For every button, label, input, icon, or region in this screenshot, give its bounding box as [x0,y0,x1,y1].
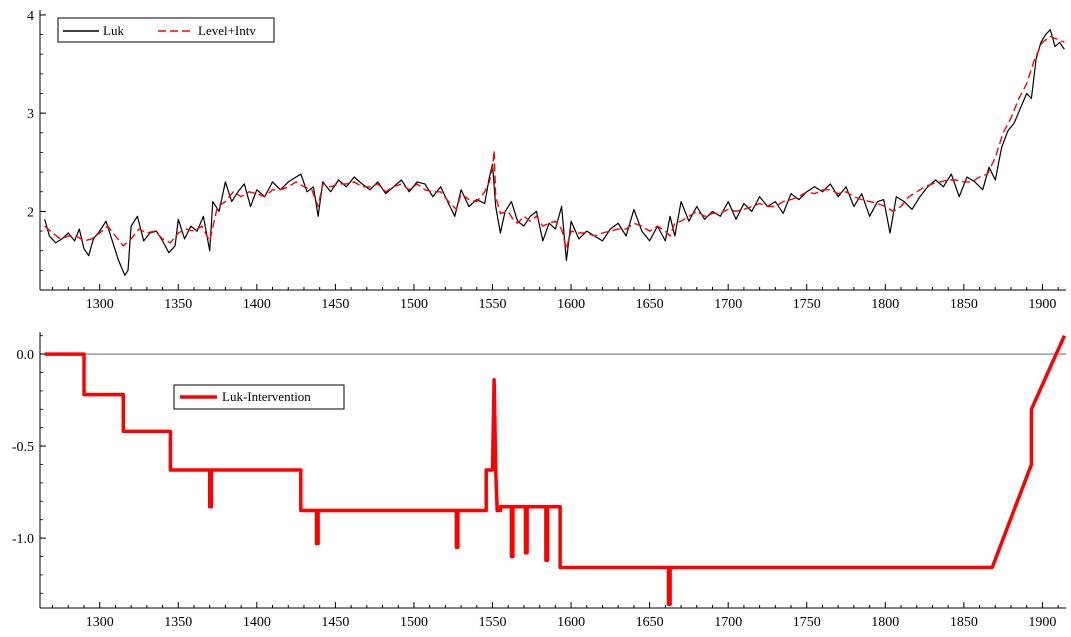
legend-box [57,17,275,43]
y-tick-label: -0.5 [12,440,34,455]
legend: Luk-Intervention [173,384,345,410]
legend-label: Luk [103,23,124,38]
x-tick-label: 1300 [86,615,114,630]
x-tick-label: 1800 [871,615,899,630]
x-tick-label: 1550 [479,615,507,630]
x-tick-label: 1650 [636,615,664,630]
legend-label: Level+Intv [198,23,256,38]
top-panel: 1300 1350 1400 1450 1500 1550 1600 1650 1700 1750… [27,9,1066,312]
y-tick-label: 2 [27,205,34,220]
x-tick-label: 1800 [871,297,899,312]
x-tick-label: 1600 [557,615,585,630]
x-tick-label: 1500 [400,297,428,312]
y-tick-label: -1.0 [12,532,34,547]
x-tick-label: 1350 [164,615,192,630]
x-tick-label: 1750 [793,297,821,312]
x-tick-label: 1700 [714,615,742,630]
x-tick-label: 1550 [479,297,507,312]
bottom-panel: 1300 1350 1400 1450 1500 1550 1600 1650 1700 1750… [12,332,1066,630]
x-tick-label: 1750 [793,615,821,630]
x-tick-label: 1400 [243,297,271,312]
x-tick-label: 1400 [243,615,271,630]
x-tick-label: 1450 [321,297,349,312]
x-tick-label: 1700 [714,297,742,312]
series-line-level-intv [44,35,1065,250]
legend-label: Luk-Intervention [222,389,311,404]
x-tick-label: 1450 [321,615,349,630]
y-tick-label: 3 [27,107,34,122]
x-tick-label: 1600 [557,297,585,312]
y-tick-label: 0.0 [17,348,35,363]
series-line-luk-intervention [44,334,1066,607]
x-tick-label: 1850 [950,297,978,312]
x-tick-label: 1300 [86,297,114,312]
x-tick-label: 1350 [164,297,192,312]
x-tick-label: 1650 [636,297,664,312]
x-tick-label: 1850 [950,615,978,630]
y-tick-label: 4 [27,9,34,24]
legend: Luk Level+Intv [57,17,275,43]
x-tick-label: 1900 [1028,297,1056,312]
x-tick-label: 1900 [1028,615,1056,630]
series-line-luk [44,29,1065,276]
x-tick-label: 1500 [400,615,428,630]
